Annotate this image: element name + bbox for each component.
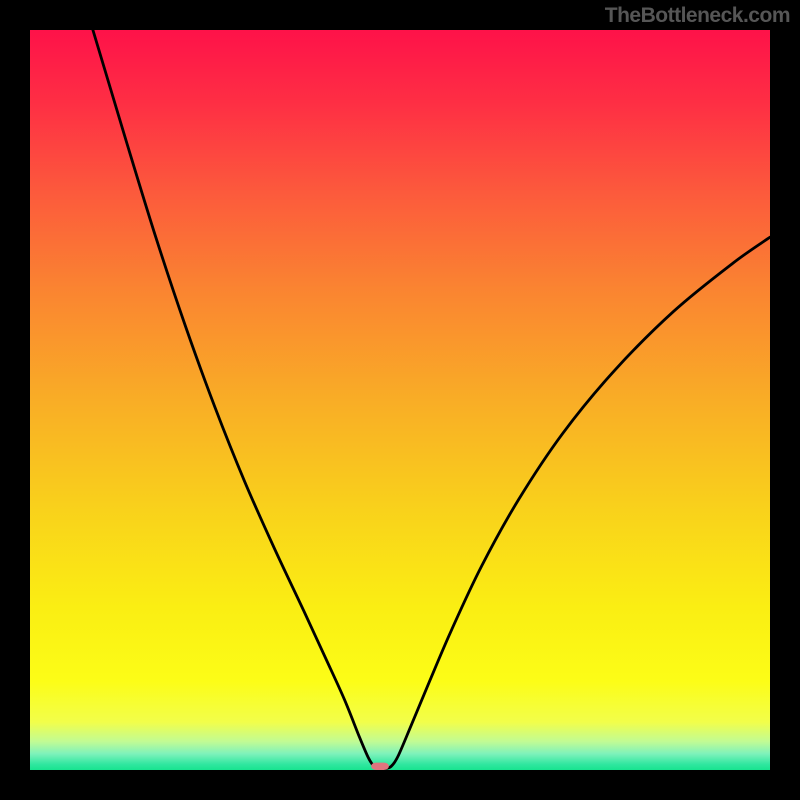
watermark-source-label: TheBottleneck.com bbox=[605, 4, 790, 28]
bottleneck-chart bbox=[30, 30, 770, 770]
minimum-marker bbox=[371, 763, 389, 770]
plot-background bbox=[30, 30, 770, 770]
